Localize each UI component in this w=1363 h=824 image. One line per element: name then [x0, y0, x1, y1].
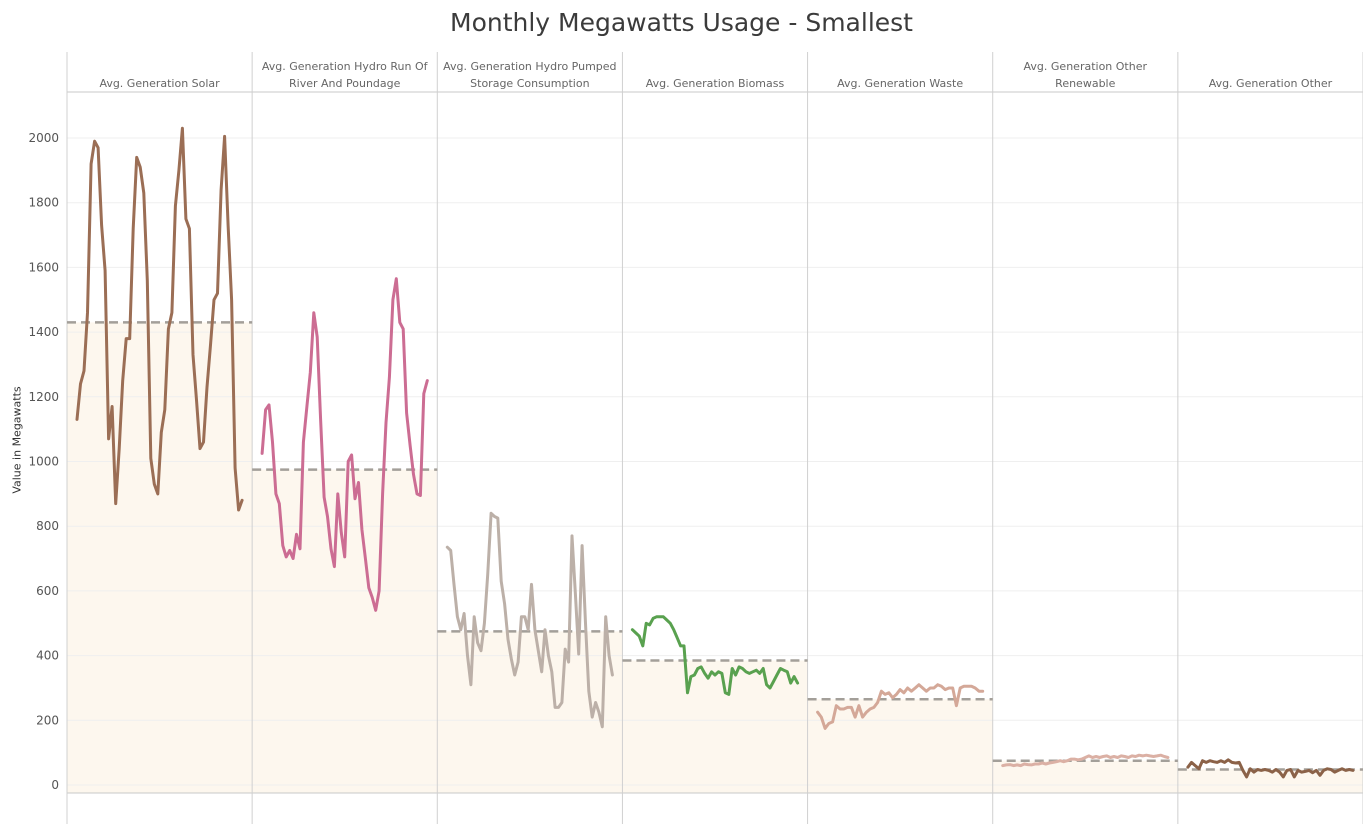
panel-header-label: Avg. Generation Hydro Run Of [262, 60, 429, 73]
average-band [992, 760, 1178, 793]
gridlines [67, 137, 1363, 786]
panel-headers: Avg. Generation Solar Avg. Generation Hyd… [99, 60, 1332, 90]
panel-header-label: Avg. Generation Other [1209, 77, 1333, 90]
average-reference-lines [67, 321, 1363, 771]
y-tick-label: 1200 [28, 390, 59, 404]
y-tick-label: 200 [36, 713, 59, 727]
y-tick-label: 1000 [28, 455, 59, 469]
chart-title: Monthly Megawatts Usage - Smallest [450, 8, 913, 37]
panel-header-label: River And Poundage [289, 77, 401, 90]
series-line [1186, 758, 1355, 779]
series-line [630, 615, 800, 696]
series-lines [75, 126, 1355, 779]
y-tick-label: 400 [36, 649, 59, 663]
panel-header-label: Storage Consumption [470, 77, 589, 90]
y-tick-label: 1400 [28, 325, 59, 339]
y-tick-label: 2000 [28, 131, 59, 145]
panel-frame [66, 52, 1363, 824]
panel-header-label: Avg. Generation Hydro Pumped [443, 60, 616, 73]
panel-header-label: Avg. Generation Biomass [646, 77, 785, 90]
average-bands [67, 322, 1363, 793]
y-tick-label: 800 [36, 519, 59, 533]
panel-header-label: Avg. Generation Other [1024, 60, 1148, 73]
panel-header-label: Renewable [1055, 77, 1115, 90]
y-axis-ticks: 0 200 400 600 800 1000 1200 1400 1600 1800 2000 [28, 131, 59, 792]
panel-header-label: Avg. Generation Waste [837, 77, 963, 90]
series-line [75, 126, 244, 512]
average-band [67, 322, 253, 793]
y-tick-label: 600 [36, 584, 59, 598]
series-line [816, 683, 985, 730]
series-line [445, 511, 614, 729]
y-tick-label: 1800 [28, 196, 59, 210]
panel-header-label: Avg. Generation Solar [99, 77, 220, 90]
average-band [1177, 769, 1363, 793]
series-line [1001, 753, 1170, 768]
average-band [807, 699, 993, 793]
y-tick-label: 0 [51, 778, 59, 792]
average-band [622, 660, 808, 793]
series-line [260, 277, 429, 612]
y-tick-label: 1600 [28, 260, 59, 274]
